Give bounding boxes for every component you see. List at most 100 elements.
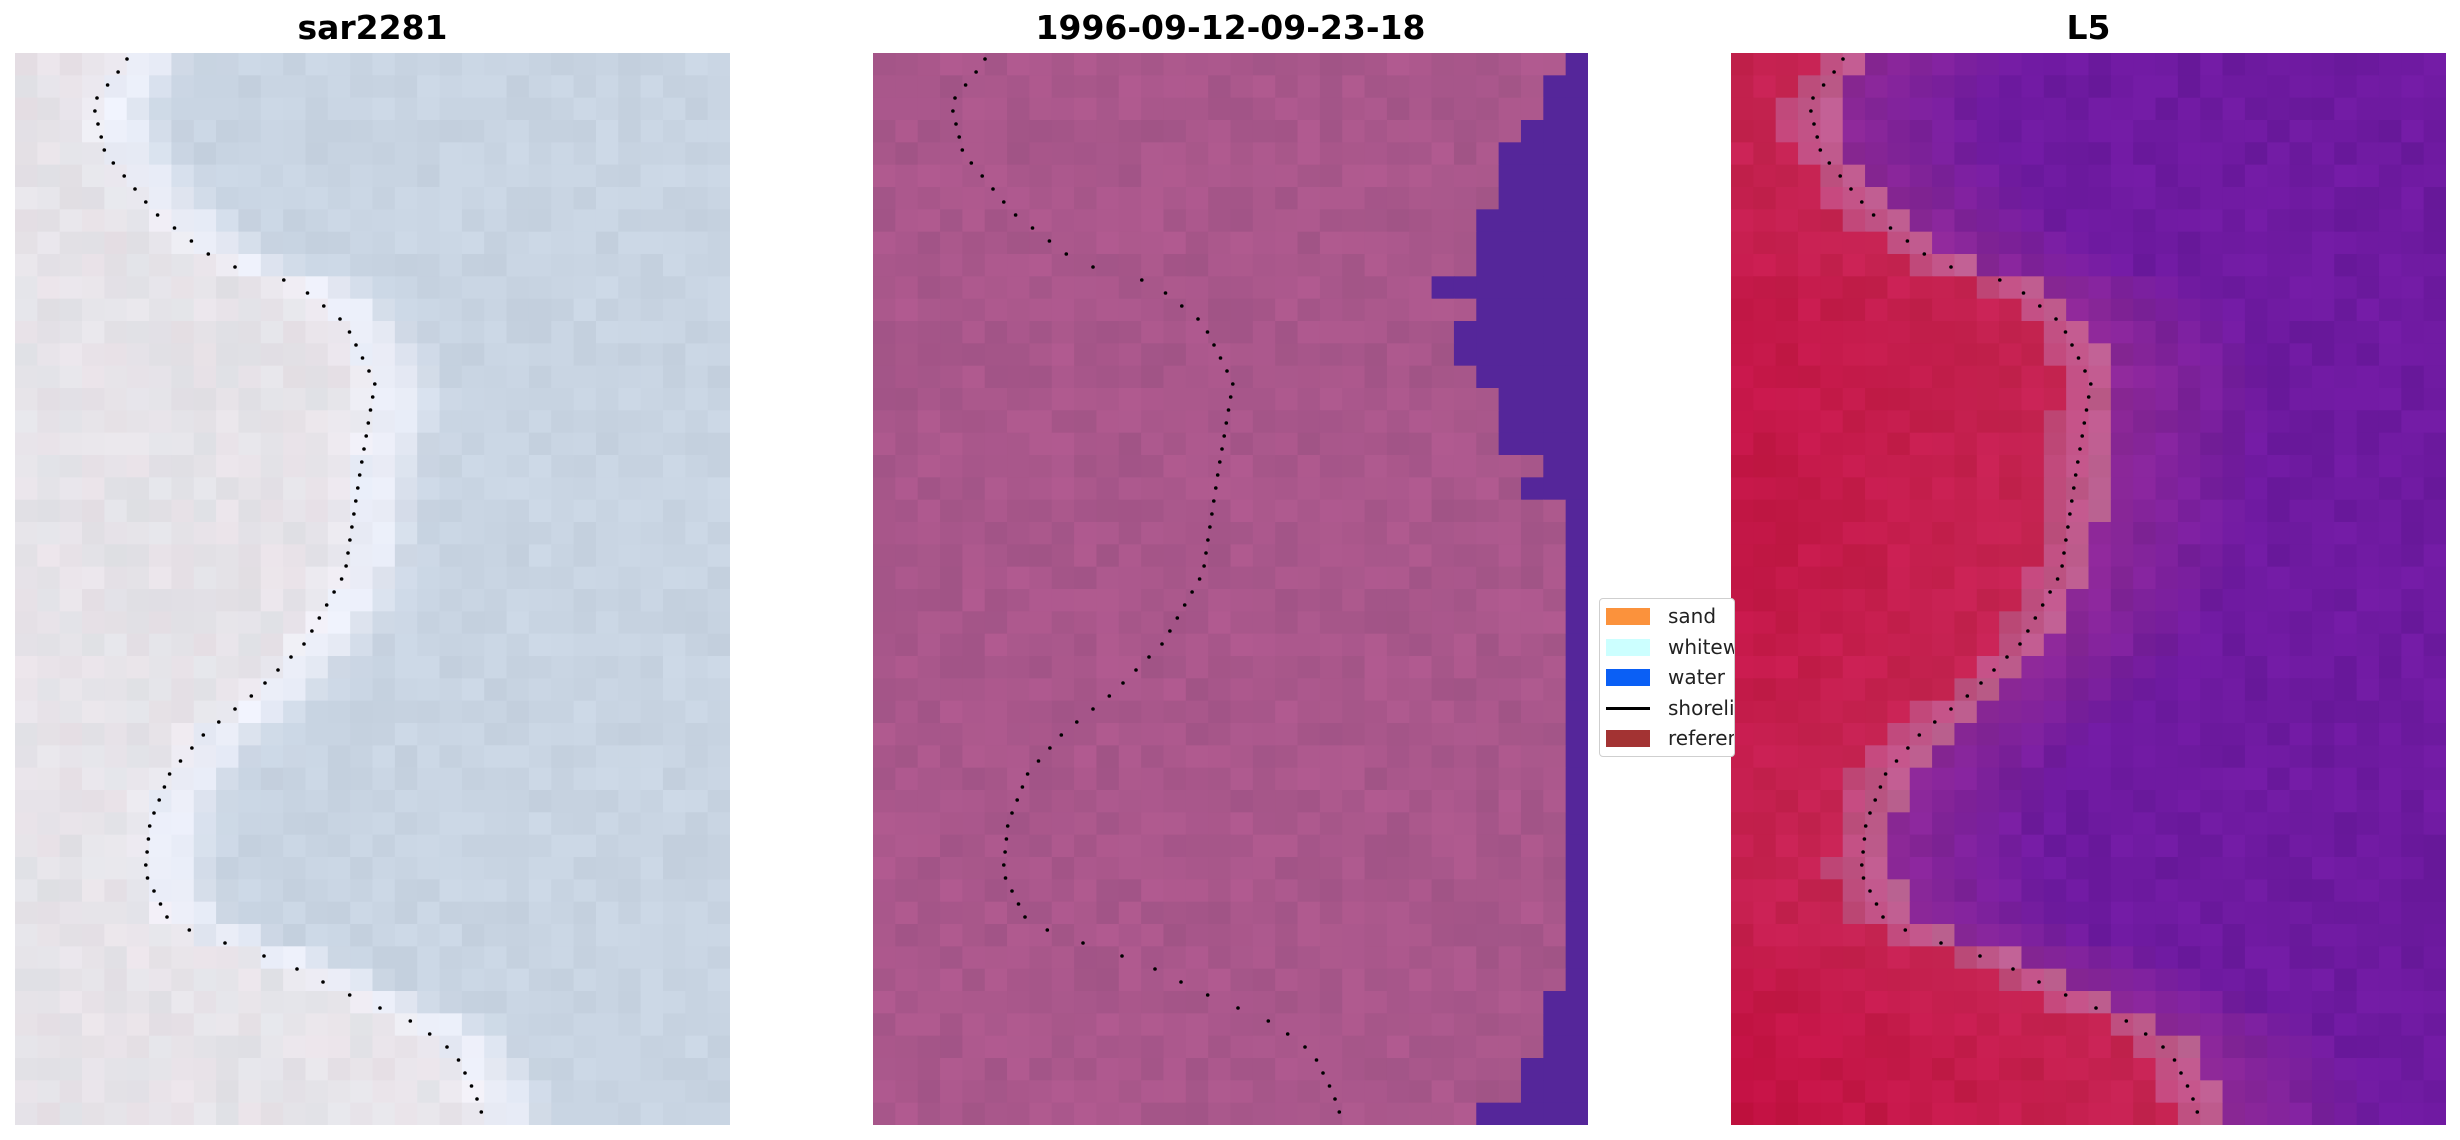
pixel [2244,633,2268,657]
pixel [1976,1080,2000,1104]
pixel [82,53,105,76]
pixel [528,611,552,635]
pixel [1498,209,1522,233]
pixel [1954,901,1978,925]
pixel [104,767,128,791]
pixel [685,544,709,568]
pixel [1543,231,1567,255]
pixel [1798,298,1821,322]
pixel [104,410,128,434]
pixel [1798,723,1821,746]
pixel [1976,298,2000,322]
pixel [394,298,418,322]
pixel [1565,142,1588,166]
pixel [1364,75,1388,99]
pixel [1431,209,1455,233]
pixel [917,968,941,992]
pixel [1999,946,2023,970]
pixel [2378,566,2402,590]
pixel [1820,164,1844,188]
shoreline-dot [370,395,375,399]
pixel [2021,991,2045,1014]
pixel [1976,477,2000,501]
pixel [873,879,896,903]
pixel [1252,187,1276,210]
pixel [260,522,284,545]
pixel [1731,678,1754,702]
pixel [2155,879,2179,903]
pixel [1342,656,1366,679]
pixel [940,1058,963,1081]
pixel [1798,656,1821,679]
pixel [2378,276,2402,300]
pixel [1007,477,1030,501]
pixel [1007,1058,1030,1081]
pixel [216,164,240,188]
pixel [618,209,642,233]
pixel [1954,75,1978,99]
pixel [1029,388,1053,411]
pixel [1409,477,1433,501]
pixel [2356,276,2380,300]
pixel [1753,1080,1777,1104]
pixel [2289,1035,2313,1059]
pixel [1208,209,1232,233]
pixel [662,656,686,679]
pixel [1798,75,1821,99]
shoreline-dot [2191,1097,2195,1101]
pixel [2334,767,2358,791]
pixel [2155,678,2179,702]
pixel [1185,97,1209,121]
pixel [2222,700,2246,724]
pixel [1476,812,1500,836]
pixel [350,611,374,635]
pixel [1798,633,1821,657]
shoreline-dot [189,239,194,243]
pixel [1865,187,1888,210]
pixel [1141,410,1165,434]
pixel [1865,991,1888,1014]
pixel [305,254,329,277]
pixel [685,700,709,724]
pixel [662,187,686,210]
pixel [1029,834,1053,858]
pixel [2267,678,2291,702]
pixel [895,432,919,456]
pixel [1909,97,1933,121]
pixel [2334,678,2358,702]
pixel [1976,75,2000,99]
pixel [1453,53,1477,76]
pixel [1185,410,1209,434]
pixel [1364,879,1388,903]
pixel [2177,767,2201,791]
pixel [618,321,642,344]
pixel [1775,901,1799,925]
pixel [1887,321,1911,344]
pixel [82,1013,105,1037]
shoreline-dot [2143,1032,2148,1036]
pixel [1275,968,1299,992]
pixel [2066,656,2090,679]
pixel [1297,97,1321,121]
pixel [484,298,508,322]
pixel [2110,410,2134,434]
pixel [1185,812,1209,836]
pixel [1498,187,1522,210]
pixel [1275,991,1299,1014]
pixel [917,1058,941,1081]
pixel [1342,790,1366,813]
pixel [1074,879,1098,903]
pixel [940,1035,963,1059]
pixel [1208,790,1232,813]
pixel [260,745,284,769]
pixel [1999,298,2023,322]
pixel [417,656,441,679]
pixel [193,53,217,76]
pixel [873,723,896,746]
pixel [1252,499,1276,523]
pixel [1051,790,1075,813]
pixel [2356,53,2380,76]
pixel [1364,767,1388,791]
pixel [1230,879,1254,903]
pixel [1820,924,1844,947]
